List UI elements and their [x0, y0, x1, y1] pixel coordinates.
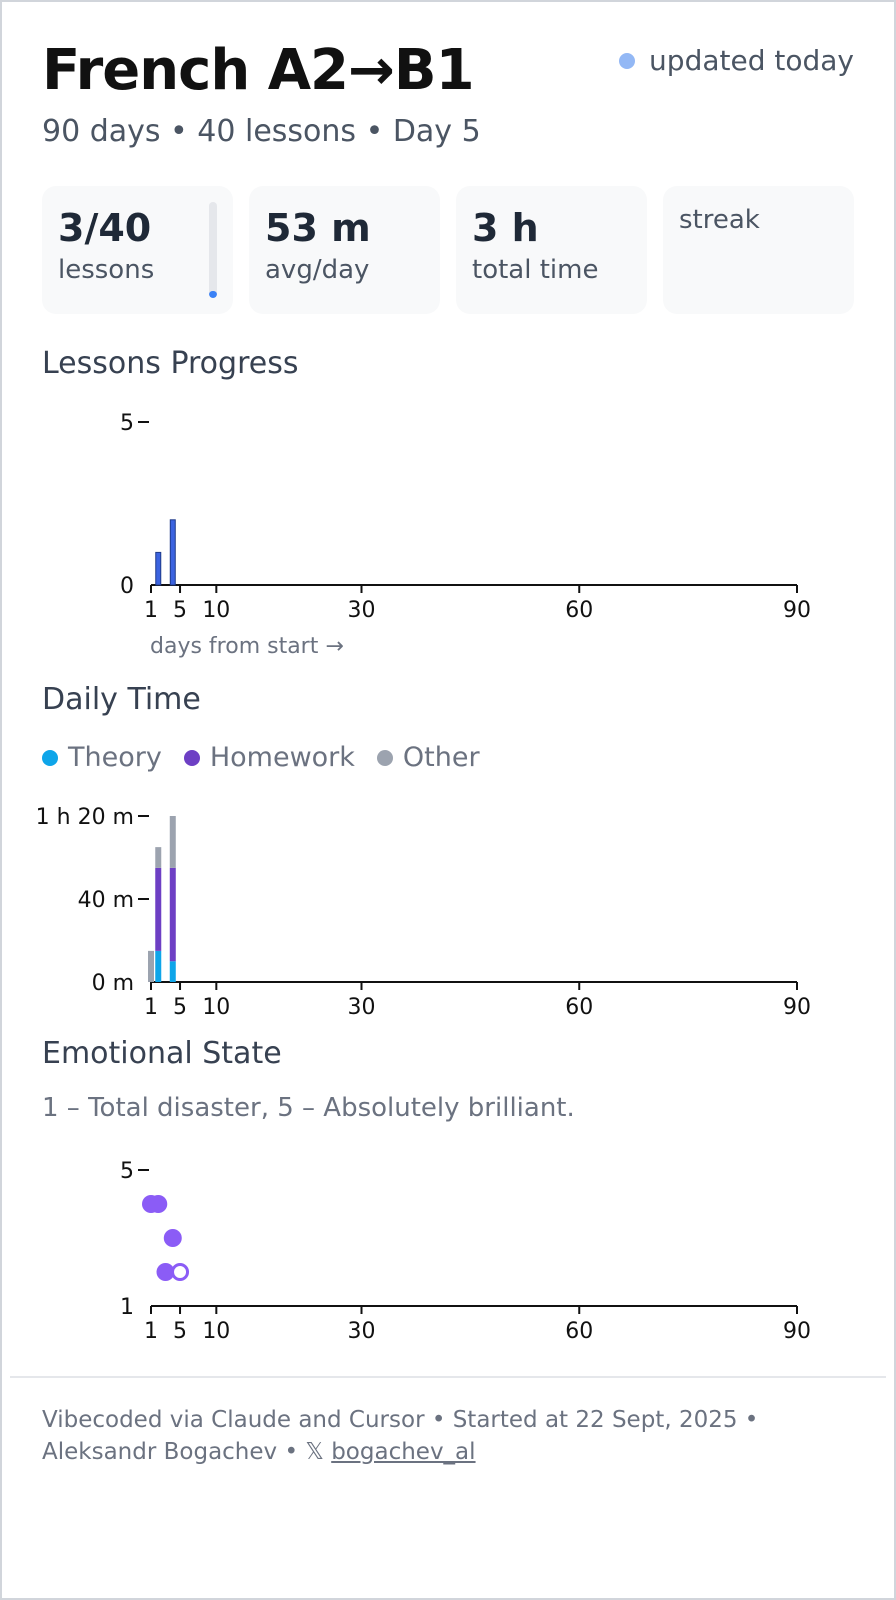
streak-label: streak	[679, 205, 760, 235]
stats-cards: 3/40 lessons 53 m avg/day 3 h total time…	[42, 186, 854, 314]
daily-time-legend: Theory Homework Other	[42, 742, 480, 773]
lesson-bar	[155, 551, 162, 586]
update-status: updated today	[619, 44, 854, 77]
x-tick-label: 90	[783, 1319, 811, 1344]
lessons-progress-bar	[209, 202, 217, 298]
x-tick-label: 10	[202, 1319, 230, 1344]
avg-value: 53 m	[265, 206, 371, 250]
lessons-value: 3/40	[58, 206, 152, 250]
total-label: total time	[472, 255, 599, 285]
x-tick-label: 90	[783, 598, 811, 623]
x-tick-label: 1	[144, 995, 158, 1020]
daily-section-title: Daily Time	[42, 682, 201, 717]
streak-card: streak	[663, 186, 854, 314]
legend-item-theory: Theory	[42, 742, 162, 773]
x-tick-label: 10	[202, 995, 230, 1020]
x-tick-label: 5	[173, 1319, 187, 1344]
x-tick-label: 5	[173, 995, 187, 1020]
x-tick-label: 30	[347, 995, 375, 1020]
y-tick-label: 5	[120, 1159, 134, 1184]
y-tick-label: 0	[120, 574, 134, 599]
legend-swatch	[376, 749, 393, 766]
x-axis-label: days from start →	[150, 634, 344, 659]
avg-card: 53 m avg/day	[249, 186, 440, 314]
x-tick-label: 10	[202, 598, 230, 623]
footer-divider	[10, 1376, 886, 1378]
x-tick-label: 1	[144, 598, 158, 623]
footer-separator: •	[277, 1439, 306, 1465]
status-dot-icon	[619, 52, 636, 69]
x-tick-label: 60	[565, 598, 593, 623]
footer-author: Aleksandr Bogachev	[42, 1439, 278, 1465]
daily-bar-segment-homework	[155, 867, 162, 951]
x-tick-label: 90	[783, 995, 811, 1020]
page-title: French A2→B1	[42, 38, 475, 103]
emotion-section-title: Emotional State	[42, 1036, 282, 1071]
page-subtitle: 90 days • 40 lessons • Day 5	[42, 114, 481, 149]
legend-label: Homework	[209, 742, 355, 773]
daily-bar-segment-other	[169, 816, 176, 868]
y-tick-label: 1	[120, 1295, 134, 1320]
footer-credits: Vibecoded via Claude and Cursor • Starte…	[42, 1407, 759, 1433]
emotion-point	[163, 1229, 182, 1247]
y-tick-label: 0 m	[92, 971, 134, 996]
emotion-scale-note: 1 – Total disaster, 5 – Absolutely brill…	[42, 1093, 575, 1123]
avg-label: avg/day	[265, 255, 370, 285]
x-tick-label: 1	[144, 1319, 158, 1344]
x-tick-label: 60	[565, 1319, 593, 1344]
legend-swatch	[183, 749, 200, 766]
legend-item-homework: Homework	[183, 742, 355, 773]
y-tick-label: 40 m	[78, 888, 134, 913]
daily-bar-segment-other	[155, 847, 162, 868]
daily-bar-segment-homework	[169, 867, 176, 962]
lessons-section-title: Lessons Progress	[42, 346, 299, 381]
total-value: 3 h	[472, 206, 539, 250]
total-card: 3 h total time	[456, 186, 647, 314]
update-status-label: updated today	[649, 44, 854, 77]
footer-handle-link[interactable]: bogachev_al	[331, 1439, 476, 1465]
lessons-label: lessons	[58, 255, 155, 285]
x-logo-icon: 𝕏	[305, 1439, 324, 1465]
x-tick-label: 5	[173, 598, 187, 623]
daily-time-chart: 1 5 10 30 60 90 0 m 40 m 1 h 20 m	[36, 805, 811, 1020]
legend-swatch	[42, 749, 58, 766]
lessons-progress-fill	[209, 290, 217, 298]
y-tick-label: 5	[120, 411, 134, 436]
emotion-point-today	[171, 1263, 190, 1281]
lesson-bar	[169, 519, 176, 586]
emotion-point	[156, 1263, 175, 1281]
emotion-point	[149, 1195, 168, 1213]
y-tick-label: 1 h 20 m	[36, 805, 134, 830]
legend-label: Other	[402, 742, 480, 773]
legend-item-other: Other	[376, 742, 480, 773]
x-tick-label: 30	[347, 598, 375, 623]
footer: Vibecoded via Claude and Cursor • Starte…	[42, 1404, 842, 1468]
legend-label: Theory	[68, 742, 162, 773]
daily-bar-segment-other	[148, 950, 154, 982]
x-tick-label: 30	[347, 1319, 375, 1344]
lessons-card: 3/40 lessons	[42, 186, 233, 314]
x-tick-label: 60	[565, 995, 593, 1020]
daily-bar-segment-theory	[169, 961, 176, 982]
daily-bar-segment-theory	[155, 950, 162, 982]
